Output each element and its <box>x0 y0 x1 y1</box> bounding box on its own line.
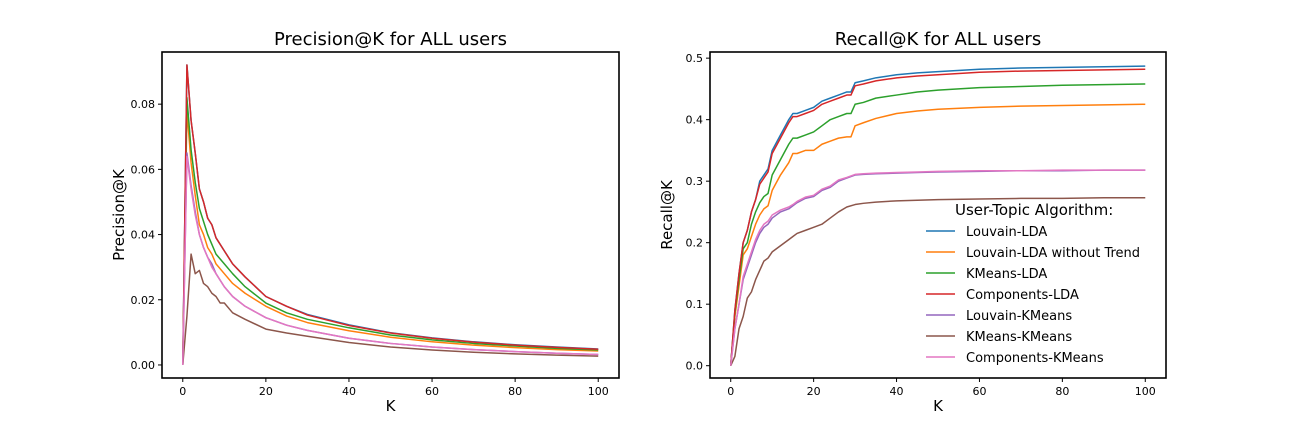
series-line-components-kmeans <box>729 169 1146 366</box>
y-tick-label: 0.4 <box>686 114 704 127</box>
series-line-components-kmeans <box>182 155 599 365</box>
y-axis-label: Precision@K <box>110 168 128 261</box>
x-axis-label: K <box>933 397 944 415</box>
y-tick-label: 0.1 <box>686 298 704 311</box>
x-tick-label: 100 <box>588 385 609 398</box>
y-tick-label: 0.04 <box>131 229 156 242</box>
precision-chart: Precision@K for ALL users 0 20 40 60 80 100 0.0… <box>110 29 620 415</box>
y-tick-label: 0.0 <box>686 360 704 373</box>
y-tick-label: 0.06 <box>131 163 156 176</box>
plot-frame <box>161 51 620 379</box>
x-tick-label: 100 <box>1135 385 1156 398</box>
series-line-louvain-lda-without-trend <box>729 103 1146 366</box>
y-tick-label: 0.02 <box>131 294 156 307</box>
x-axis-label: K <box>386 397 397 415</box>
series-line-kmeans-lda <box>182 96 599 365</box>
series-line-kmeans-lda <box>729 83 1146 366</box>
x-tick-label: 20 <box>259 385 273 398</box>
legend-entry-label: Components-LDA <box>966 288 1079 303</box>
legend-entry-label: KMeans-KMeans <box>966 330 1072 345</box>
legend-entry-label: Louvain-LDA without Trend <box>966 246 1140 261</box>
y-tick-label: 0.08 <box>131 98 156 111</box>
series-group <box>182 64 599 366</box>
x-tick-label: 20 <box>807 385 821 398</box>
series-line-kmeans-kmeans <box>730 197 1146 367</box>
chart-title: Precision@K for ALL users <box>274 29 507 50</box>
x-tick-label: 80 <box>508 385 522 398</box>
x-tick-label: 0 <box>727 385 734 398</box>
plot-frame <box>709 51 1167 379</box>
y-axis-label: Recall@K <box>658 179 676 250</box>
x-tick-label: 40 <box>342 385 356 398</box>
chart-title: Recall@K for ALL users <box>835 29 1041 50</box>
series-line-components-lda <box>729 68 1146 366</box>
y-tick-label: 0.2 <box>686 237 704 250</box>
series-line-components-lda <box>182 64 599 365</box>
x-tick-label: 0 <box>179 385 186 398</box>
legend-entry-label: KMeans-LDA <box>966 267 1047 282</box>
legend-title: User-Topic Algorithm: <box>955 201 1113 219</box>
x-tick-label: 60 <box>972 385 986 398</box>
series-line-louvain-lda-without-trend <box>182 109 599 365</box>
x-tick-label: 40 <box>890 385 904 398</box>
legend-entry-label: Louvain-KMeans <box>966 309 1072 324</box>
y-tick-label: 0.00 <box>131 359 156 372</box>
y-tick-label: 0.3 <box>686 175 704 188</box>
recall-chart: Recall@K for ALL users 0 20 40 60 80 100 0.0 0.1… <box>658 29 1167 415</box>
series-line-kmeans-kmeans <box>182 253 599 366</box>
x-tick-label: 80 <box>1055 385 1069 398</box>
legend: User-Topic Algorithm: Louvain-LDA Louvain-… <box>926 201 1140 366</box>
y-tick-label: 0.5 <box>686 52 704 65</box>
legend-entry-label: Louvain-LDA <box>966 225 1047 240</box>
series-group <box>729 65 1146 367</box>
x-tick-label: 60 <box>425 385 439 398</box>
legend-entry-label: Components-KMeans <box>966 351 1104 366</box>
